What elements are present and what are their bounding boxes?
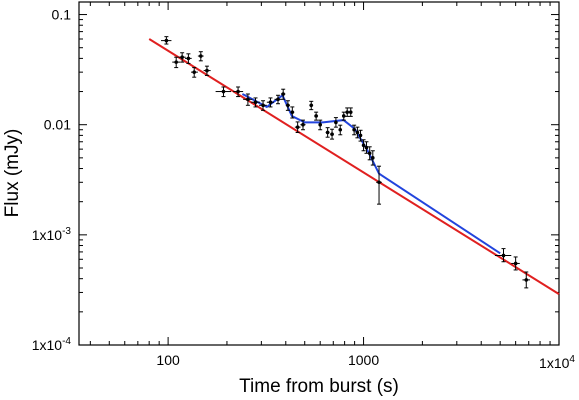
data-point [294, 121, 301, 133]
data-point [309, 100, 314, 111]
data-marker [192, 70, 197, 74]
data-point [341, 111, 346, 121]
data-marker [513, 261, 518, 266]
data-marker [199, 54, 203, 58]
data-point [215, 86, 232, 98]
data-marker [358, 133, 363, 138]
data-points [161, 36, 530, 289]
data-point [333, 117, 338, 128]
data-point [355, 126, 360, 139]
y-tick-label: 0.1 [52, 7, 72, 23]
data-marker [338, 127, 343, 132]
data-marker [186, 56, 191, 61]
data-point [345, 107, 350, 117]
data-marker [286, 103, 290, 108]
data-point [203, 65, 211, 76]
data-point [494, 248, 512, 263]
data-marker [330, 132, 334, 136]
data-marker [334, 120, 338, 125]
data-marker [253, 100, 258, 105]
data-point [280, 88, 286, 100]
x-tick-label-exponent: 4 [569, 354, 575, 365]
data-point [184, 53, 192, 64]
data-marker [348, 110, 353, 114]
data-point [522, 271, 530, 289]
data-marker [174, 60, 178, 64]
data-point [290, 106, 295, 119]
data-marker [314, 114, 318, 118]
plot-frame [78, 1, 560, 346]
data-point [367, 146, 372, 161]
axis-tick-labels: 100 1000 1x104 0.1 0.01 1x10-3 1x10-4 [32, 7, 576, 371]
data-point [191, 67, 198, 78]
data-marker [309, 103, 314, 108]
data-marker [355, 130, 360, 135]
x-tick-label: 1x104 [539, 354, 575, 371]
data-marker [246, 97, 250, 102]
data-marker [164, 38, 169, 43]
x-tick-label: 100 [156, 352, 180, 368]
data-marker [377, 180, 381, 185]
data-point [274, 94, 282, 105]
data-point [266, 97, 274, 108]
data-marker [261, 103, 265, 108]
data-marker [367, 151, 372, 156]
data-point [178, 52, 186, 63]
data-marker [524, 278, 529, 282]
axis-ticks [79, 2, 560, 346]
data-marker [281, 92, 285, 96]
data-marker [352, 127, 356, 132]
data-point [161, 36, 172, 45]
data-point [318, 119, 323, 131]
data-marker [370, 156, 375, 160]
data-point [325, 127, 330, 138]
data-marker [325, 130, 330, 135]
data-point [233, 86, 244, 98]
data-marker [341, 114, 346, 118]
data-marker [301, 122, 305, 127]
data-marker [361, 143, 366, 148]
y-tick-label: 0.01 [44, 117, 71, 133]
data-point [259, 100, 267, 111]
data-point [352, 124, 357, 136]
data-marker [290, 110, 295, 114]
data-point [348, 107, 353, 117]
data-marker [180, 55, 184, 60]
data-point [251, 97, 260, 108]
data-marker [268, 100, 273, 105]
data-marker [345, 110, 350, 114]
y-tick-label-exponent: -3 [62, 226, 71, 237]
data-point [376, 165, 382, 205]
x-tick-label: 1000 [348, 352, 379, 368]
data-marker [295, 125, 300, 129]
data-point [370, 150, 375, 166]
data-point [243, 93, 253, 106]
powerlaw_fit-line [148, 38, 560, 295]
data-point [285, 100, 290, 111]
data-marker [221, 89, 226, 94]
data-marker [364, 145, 369, 150]
y-tick-label: 1x10-3 [32, 226, 72, 243]
flare_model-line [241, 93, 501, 255]
data-point [300, 119, 306, 131]
data-point [172, 56, 180, 69]
data-marker [501, 253, 506, 258]
data-marker [276, 97, 280, 102]
y-tick-label: 1x10-4 [32, 336, 72, 353]
data-marker [205, 68, 209, 73]
data-point [338, 124, 343, 136]
data-marker [236, 89, 240, 94]
data-marker [318, 122, 322, 127]
y-tick-label-exponent: -4 [62, 336, 71, 347]
data-point [511, 256, 520, 271]
data-point [358, 129, 363, 142]
data-point [361, 139, 366, 152]
data-point [314, 111, 319, 121]
x-axis-title: Time from burst (s) [239, 376, 399, 397]
data-point [197, 51, 204, 62]
y-axis-title: Flux (mJy) [2, 129, 23, 218]
data-point [330, 128, 335, 140]
data-point [364, 141, 369, 154]
